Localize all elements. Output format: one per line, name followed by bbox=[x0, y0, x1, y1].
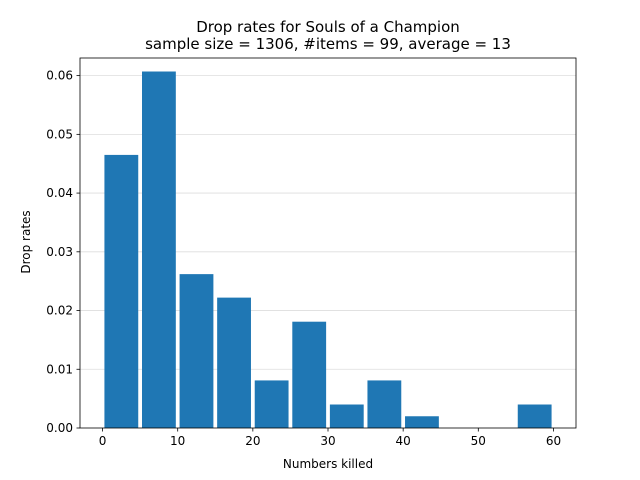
y-tick-label: 0.02 bbox=[46, 304, 73, 318]
x-tick-label: 20 bbox=[245, 434, 260, 448]
x-axis-label: Numbers killed bbox=[283, 457, 373, 471]
x-axis-ticks: 0 10 20 30 40 50 60 bbox=[99, 428, 561, 448]
x-tick-label: 0 bbox=[99, 434, 107, 448]
x-tick-label: 40 bbox=[396, 434, 411, 448]
chart-title: Drop rates for Souls of a Champion bbox=[196, 18, 460, 36]
bar bbox=[292, 321, 327, 428]
bar bbox=[142, 71, 176, 428]
y-axis-ticks: 0.00 0.01 0.02 0.03 0.04 0.05 0.06 bbox=[46, 69, 80, 435]
y-tick-label: 0.03 bbox=[46, 245, 73, 259]
bar bbox=[367, 380, 402, 428]
bar bbox=[217, 297, 251, 428]
chart-subtitle: sample size = 1306, #items = 99, average… bbox=[145, 35, 511, 53]
x-tick-label: 50 bbox=[471, 434, 486, 448]
bar bbox=[517, 404, 552, 428]
y-tick-label: 0.05 bbox=[46, 127, 73, 141]
y-axis-label: Drop rates bbox=[19, 210, 33, 273]
bar bbox=[254, 380, 289, 428]
y-tick-label: 0.01 bbox=[46, 362, 73, 376]
x-tick-label: 60 bbox=[546, 434, 561, 448]
x-tick-label: 30 bbox=[320, 434, 335, 448]
bar bbox=[405, 416, 439, 428]
y-tick-label: 0.00 bbox=[46, 421, 73, 435]
bar bbox=[329, 404, 364, 428]
y-tick-label: 0.06 bbox=[46, 69, 73, 83]
y-tick-label: 0.04 bbox=[46, 186, 73, 200]
bar bbox=[179, 274, 214, 428]
x-tick-label: 10 bbox=[170, 434, 185, 448]
bar bbox=[104, 154, 139, 428]
bars bbox=[104, 71, 552, 428]
